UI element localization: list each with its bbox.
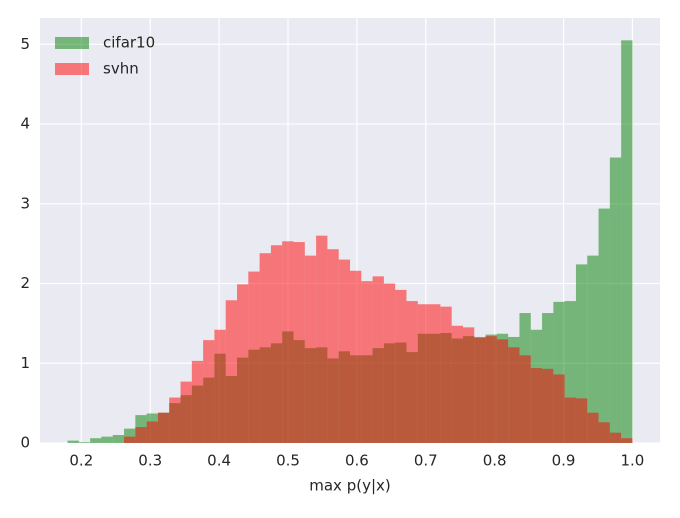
- bar: [395, 289, 407, 443]
- x-tick-label: 0.5: [276, 452, 300, 470]
- bar: [609, 157, 622, 443]
- bar: [214, 329, 226, 443]
- bar: [282, 241, 294, 443]
- bar: [406, 301, 418, 443]
- y-tick-label: 4: [20, 115, 30, 133]
- y-tick-label: 5: [20, 35, 30, 53]
- bar: [575, 398, 588, 443]
- bar: [587, 255, 599, 443]
- bar: [203, 340, 215, 443]
- bar: [496, 339, 509, 443]
- legend-label: cifar10: [103, 34, 155, 52]
- bar: [248, 271, 260, 443]
- bar: [564, 397, 576, 443]
- bar: [587, 412, 599, 443]
- bar: [530, 368, 543, 443]
- x-tick-label: 0.6: [345, 452, 369, 470]
- x-tick-label: 0.2: [69, 452, 93, 470]
- y-tick-label: 2: [20, 274, 30, 292]
- bar: [519, 355, 531, 443]
- x-tick-label: 0.9: [552, 452, 576, 470]
- bar: [462, 327, 475, 443]
- x-tick-label: 0.4: [207, 452, 231, 470]
- bar: [101, 436, 113, 443]
- bar: [474, 337, 486, 443]
- bar: [350, 270, 362, 443]
- bar: [146, 421, 158, 443]
- bar: [451, 325, 463, 443]
- x-tick-label: 1.0: [621, 452, 645, 470]
- bar: [372, 276, 384, 443]
- bar: [542, 368, 554, 443]
- bar: [383, 283, 396, 443]
- bar: [293, 242, 305, 443]
- x-axis-label: max p(y|x): [309, 477, 390, 495]
- bar: [553, 301, 565, 443]
- bar: [553, 374, 565, 443]
- x-tick-label: 0.8: [483, 452, 507, 470]
- bar: [316, 235, 328, 443]
- bar: [225, 300, 238, 443]
- bar: [338, 259, 350, 443]
- bar: [78, 442, 91, 443]
- bar: [621, 40, 633, 444]
- bar: [67, 440, 79, 443]
- bar: [485, 336, 497, 443]
- bar: [621, 438, 633, 443]
- bar: [259, 253, 271, 443]
- y-tick-label: 0: [20, 434, 30, 452]
- bar: [429, 304, 441, 443]
- y-tick-label: 3: [20, 194, 30, 212]
- y-tick-label: 1: [20, 354, 30, 372]
- legend-swatch: [55, 37, 89, 49]
- bar: [609, 432, 622, 443]
- bar: [270, 245, 283, 443]
- bar: [90, 438, 102, 443]
- legend-swatch: [55, 63, 89, 75]
- bar: [508, 347, 520, 443]
- bar: [124, 428, 136, 443]
- bar: [135, 427, 147, 443]
- bar: [124, 436, 136, 443]
- bar: [304, 255, 317, 443]
- bar: [191, 360, 204, 443]
- bar: [417, 304, 430, 443]
- bar: [598, 422, 610, 443]
- bar: [575, 264, 588, 443]
- bar: [157, 412, 170, 443]
- bar: [237, 284, 249, 443]
- bar: [564, 301, 576, 443]
- bar: [598, 208, 610, 443]
- x-tick-label: 0.3: [138, 452, 162, 470]
- bar: [361, 281, 373, 443]
- bar: [180, 381, 192, 443]
- bar: [327, 249, 339, 443]
- x-tick-label: 0.7: [414, 452, 438, 470]
- bar: [112, 435, 125, 443]
- legend-label: svhn: [103, 60, 139, 78]
- bar: [440, 306, 452, 443]
- bar: [169, 397, 181, 443]
